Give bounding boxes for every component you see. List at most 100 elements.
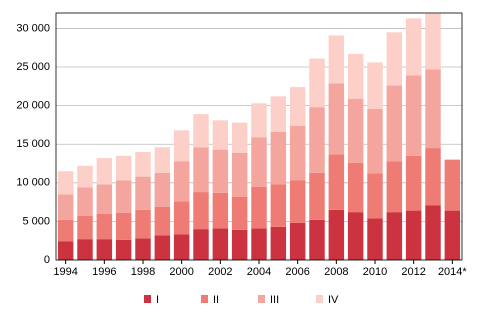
x-tick-label: 1996 — [92, 266, 116, 278]
bar-segment — [57, 219, 74, 242]
bar-segment — [270, 131, 287, 185]
bar-segment — [328, 209, 345, 260]
bar-segment — [115, 239, 132, 260]
x-tick-label: 1994 — [53, 266, 77, 278]
bar-segment — [135, 151, 151, 177]
bar-segment — [405, 75, 422, 156]
bar-segment — [77, 239, 93, 260]
bar-segment — [270, 96, 287, 132]
bar-segment — [57, 171, 74, 195]
x-tick-label: 2006 — [285, 266, 309, 278]
bar-segment — [173, 130, 190, 162]
y-tick-label: 0 — [44, 254, 50, 266]
y-tick-label: 5 000 — [22, 215, 50, 227]
bar-segment — [231, 122, 248, 153]
bar-segment — [154, 235, 171, 260]
legend-swatch — [258, 295, 265, 303]
bar-segment — [251, 103, 267, 138]
y-tick-label: 10 000 — [16, 177, 50, 189]
bar-segment — [347, 98, 364, 163]
bar-segment — [77, 187, 93, 217]
bar-segment — [425, 148, 441, 206]
bar-segment — [212, 192, 229, 229]
x-tick-label: 2010 — [363, 266, 387, 278]
legend-label: III — [270, 294, 279, 306]
bar-segment — [173, 234, 190, 260]
bar-segment — [193, 192, 209, 230]
bar-segment — [425, 205, 441, 260]
y-tick-label: 15 000 — [16, 138, 50, 150]
bar-segment — [444, 210, 461, 260]
bar-segment — [289, 222, 306, 260]
bar-segment — [425, 69, 441, 149]
x-tick-label: 2012 — [401, 266, 425, 278]
legend-label: I — [156, 294, 159, 306]
bar-segment — [57, 194, 74, 220]
bar-segment — [193, 114, 209, 148]
bar-segment — [231, 196, 248, 230]
bar-segment — [367, 108, 383, 174]
bar-segment — [96, 184, 113, 214]
bar-segment — [270, 184, 287, 227]
bar-segment — [96, 239, 113, 260]
bar-segment — [386, 161, 403, 213]
x-tick-label: 2008 — [324, 266, 348, 278]
y-tick-label: 30 000 — [16, 22, 50, 34]
bar-segment — [115, 155, 132, 181]
legend-label: IV — [328, 294, 339, 306]
y-tick-label: 25 000 — [16, 61, 50, 73]
bar-segment — [135, 238, 151, 260]
x-tick-label: 1998 — [131, 266, 155, 278]
legend-swatch — [201, 295, 208, 303]
bar-segment — [309, 172, 325, 220]
bar-segment — [289, 180, 306, 223]
bar-segment — [347, 212, 364, 260]
bar-segment — [154, 147, 171, 173]
bar-segment — [405, 155, 422, 211]
bar-segment — [270, 226, 287, 260]
y-tick-label: 20 000 — [16, 100, 50, 112]
legend-swatch — [144, 295, 151, 303]
bar-segment — [309, 219, 325, 260]
x-tick-label: 2000 — [169, 266, 193, 278]
bar-segment — [386, 32, 403, 86]
bar-segment — [425, 13, 441, 70]
bar-segment — [231, 229, 248, 260]
bar-segment — [386, 85, 403, 162]
bar-segment — [173, 161, 190, 202]
bar-segment — [251, 228, 267, 260]
bar-segment — [289, 125, 306, 181]
bar-segment — [212, 120, 229, 150]
bar-segment — [77, 165, 93, 188]
plot-frame — [55, 12, 463, 261]
bar-segment — [115, 180, 132, 213]
bar-segment — [154, 206, 171, 236]
bar-segment — [367, 218, 383, 260]
x-tick-label: 2002 — [208, 266, 232, 278]
bar-segment — [135, 209, 151, 239]
bar-segment — [309, 58, 325, 108]
bar-segment — [251, 137, 267, 187]
bar-segment — [251, 186, 267, 229]
bar-segment — [347, 162, 364, 213]
bar-segment — [135, 176, 151, 210]
bar-segment — [154, 172, 171, 207]
bar-segment — [193, 147, 209, 193]
bar-segment — [212, 149, 229, 193]
bar-segment — [444, 159, 461, 211]
x-tick-label: 2014* — [438, 266, 467, 278]
bar-segment — [367, 173, 383, 219]
bar-segment — [405, 18, 422, 76]
bar-segment — [405, 210, 422, 260]
bar-segment — [193, 229, 209, 260]
bar-segment — [96, 213, 113, 240]
legend-swatch — [316, 295, 323, 303]
bar-segment — [77, 216, 93, 240]
bar-segment — [173, 201, 190, 235]
bar-segment — [212, 228, 229, 260]
bar-segment — [231, 152, 248, 197]
bar-segment — [96, 158, 113, 185]
x-tick-label: 2004 — [247, 266, 271, 278]
bar-segment — [309, 107, 325, 173]
